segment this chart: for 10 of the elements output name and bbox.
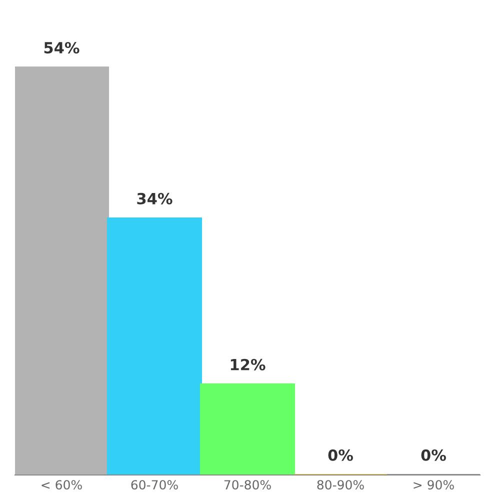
data-label: 34% (137, 192, 172, 204)
x-tick-label: 60-70% (131, 480, 178, 490)
x-tick-label: < 60% (42, 480, 82, 490)
x-tick-label: 70-80% (224, 480, 271, 490)
data-label: 12% (230, 358, 266, 370)
data-label: 0% (421, 449, 446, 461)
data-label: 0% (328, 449, 353, 461)
x-tick-label: 80-90% (317, 480, 364, 490)
x-tick-label: > 90% (414, 480, 454, 490)
data-label: 54% (44, 42, 80, 54)
